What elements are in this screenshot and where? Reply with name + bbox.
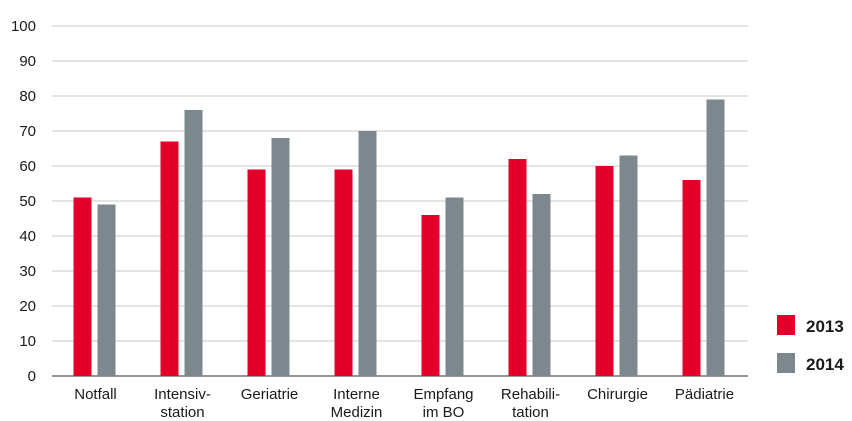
bar-2014	[358, 131, 377, 376]
legend-label-2013: 2013	[806, 317, 844, 336]
y-tick-label: 10	[19, 333, 36, 350]
x-axis-labels: Notfall Intensiv-station Geriatrie Interne M…	[74, 386, 734, 421]
x-tick-label: Notfall	[74, 386, 117, 403]
bar-2014	[619, 155, 638, 376]
legend-label-2014: 2014	[806, 355, 844, 374]
bars	[73, 99, 725, 376]
y-tick-label: 90	[19, 53, 36, 70]
bar-2013	[508, 159, 527, 376]
x-tick-label: Rehabili-tation	[501, 386, 560, 421]
x-tick-label: Geriatrie	[241, 386, 299, 403]
y-tick-label: 0	[28, 368, 36, 385]
x-tick-label: Empfang im BO	[413, 386, 473, 421]
bar-2014	[706, 99, 725, 376]
gridlines	[52, 25, 748, 377]
bar-2013	[334, 169, 353, 376]
bar-2014	[97, 204, 116, 376]
y-tick-label: 70	[19, 123, 36, 140]
y-tick-label: 40	[19, 228, 36, 245]
bar-2013	[595, 166, 614, 376]
y-tick-label: 20	[19, 298, 36, 315]
y-axis-ticks: 0 10 20 30 40 50 60 70 80 90 100	[11, 18, 36, 385]
bar-2013	[73, 197, 92, 376]
x-tick-label: Interne Medizin	[331, 386, 383, 421]
legend-swatch-2014	[777, 353, 795, 373]
y-tick-label: 100	[11, 18, 36, 35]
bar-2014	[532, 194, 551, 376]
bar-2014	[445, 197, 464, 376]
y-tick-label: 50	[19, 193, 36, 210]
bar-2013	[247, 169, 266, 376]
y-tick-label: 30	[19, 263, 36, 280]
x-tick-label: Intensiv-station	[154, 386, 211, 421]
bar-2014	[271, 138, 290, 376]
x-tick-label: Pädiatrie	[675, 386, 734, 403]
bar-2013	[682, 180, 701, 376]
bar-2013	[160, 141, 179, 376]
x-tick-label: Chirurgie	[587, 386, 648, 403]
legend: 2013 2014	[777, 315, 844, 374]
y-tick-label: 60	[19, 158, 36, 175]
legend-swatch-2013	[777, 315, 795, 335]
bar-2014	[184, 110, 203, 376]
bar-2013	[421, 215, 440, 376]
y-tick-label: 80	[19, 88, 36, 105]
